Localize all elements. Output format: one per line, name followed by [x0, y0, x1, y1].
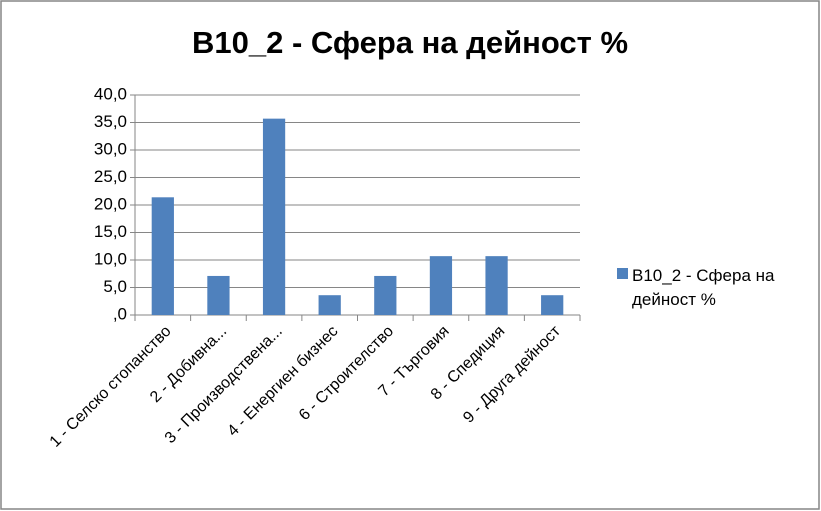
y-tick-label: 20,0 [94, 194, 127, 213]
y-tick-label: 25,0 [94, 167, 127, 186]
bar [262, 118, 286, 316]
y-tick-label: 40,0 [94, 84, 127, 103]
y-tick-label: ,0 [113, 304, 127, 323]
legend-swatch [617, 268, 628, 279]
y-tick-label: 5,0 [103, 277, 127, 296]
bar [541, 295, 564, 315]
bar [485, 256, 508, 315]
y-tick-label: 10,0 [94, 249, 127, 268]
bar [318, 295, 341, 315]
bar [151, 197, 174, 315]
bar [374, 275, 397, 315]
legend-label: B10_2 - Сфера на дейност % [632, 266, 775, 309]
y-tick-label: 15,0 [94, 222, 127, 241]
bar [207, 275, 230, 315]
y-tick-label: 35,0 [94, 112, 127, 131]
y-tick-label: 30,0 [94, 139, 127, 158]
chart-title: B10_2 - Сфера на дейност % [192, 25, 628, 60]
bar [429, 256, 453, 315]
